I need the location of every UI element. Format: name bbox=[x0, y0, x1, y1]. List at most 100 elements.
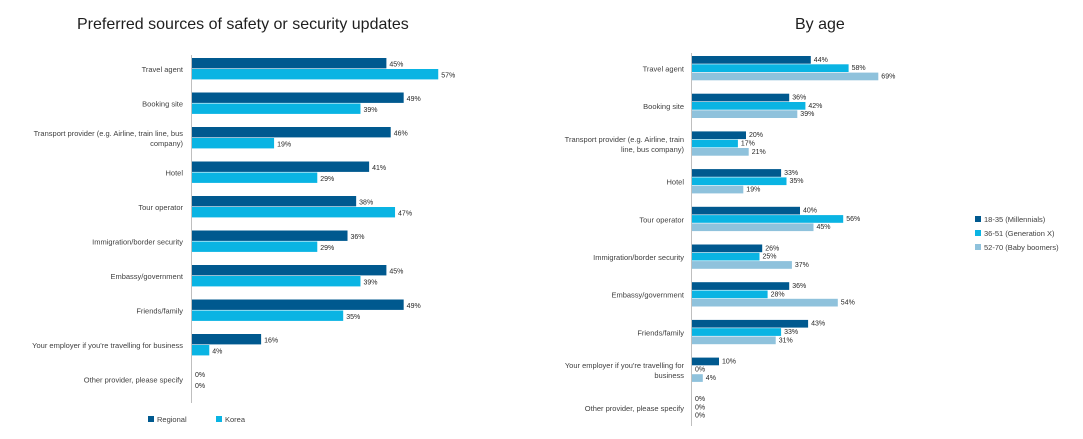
chart2-bar-transport-provider-e-g-airline-train-line-bus-company-52-70-baby-boomers bbox=[692, 148, 749, 156]
chart1-category-label-transport-provider-e-g-airline-train-line-bus-company: Transport provider (e.g. Airline, train … bbox=[34, 129, 184, 148]
chart1-data-label-tour-operator-korea: 47% bbox=[398, 211, 412, 218]
chart2-category-label-booking-site: Booking site bbox=[643, 102, 684, 111]
chart1-category-label-friends-family: Friends/family bbox=[136, 307, 183, 316]
chart1-legend-label-regional: Regional bbox=[157, 415, 187, 424]
chart1-data-label-travel-agent-regional: 45% bbox=[389, 62, 403, 69]
chart2-data-label-transport-provider-e-g-airline-train-line-bus-company-18-35-millennials: 20% bbox=[749, 132, 763, 139]
chart2-data-label-travel-agent-36-51-generation-x: 58% bbox=[852, 65, 866, 72]
chart2-data-label-hotel-36-51-generation-x: 35% bbox=[790, 178, 804, 185]
chart2-data-label-embassy-government-18-35-millennials: 36% bbox=[792, 283, 806, 290]
chart2-legend-label-36-51-generation-x: 36-51 (Generation X) bbox=[984, 229, 1055, 238]
chart2-bar-tour-operator-18-35-millennials bbox=[692, 206, 800, 215]
chart1-bar-transport-provider-e-g-airline-train-line-bus-company-regional bbox=[192, 127, 391, 138]
chart2-bar-transport-provider-e-g-airline-train-line-bus-company-36-51-generation-x bbox=[692, 139, 738, 148]
chart2-data-label-tour-operator-18-35-millennials: 40% bbox=[803, 208, 817, 215]
chart1-bar-travel-agent-korea bbox=[192, 69, 439, 80]
chart1-data-label-your-employer-if-you-re-travelling-for-business-korea: 4% bbox=[212, 349, 222, 356]
chart2-category-label-travel-agent: Travel agent bbox=[643, 64, 685, 73]
chart1-legend-swatch-regional bbox=[148, 416, 154, 422]
chart2-category-label-embassy-government: Embassy/government bbox=[611, 291, 684, 300]
chart-title-preferred-sources: Preferred sources of safety or security … bbox=[77, 16, 409, 33]
chart2-bar-travel-agent-52-70-baby-boomers bbox=[692, 72, 879, 81]
chart2-data-label-embassy-government-52-70-baby-boomers: 54% bbox=[841, 300, 855, 307]
chart2-category-label-hotel: Hotel bbox=[666, 178, 684, 187]
chart1-category-label-your-employer-if-you-re-travelling-for-business: Your employer if you're travelling for b… bbox=[32, 341, 183, 350]
chart1-category-label-hotel: Hotel bbox=[165, 169, 183, 178]
chart2-data-label-hotel-52-70-baby-boomers: 19% bbox=[746, 187, 760, 194]
chart2-bar-friends-family-52-70-baby-boomers bbox=[692, 336, 776, 345]
chart2-bar-embassy-government-18-35-millennials bbox=[692, 282, 790, 290]
chart1-bar-immigration-border-security-korea bbox=[192, 241, 318, 252]
chart2-bar-embassy-government-36-51-generation-x bbox=[692, 290, 768, 299]
chart2-data-label-friends-family-36-51-generation-x: 33% bbox=[784, 329, 798, 336]
chart1-bar-embassy-government-regional bbox=[192, 265, 387, 276]
chart1-bar-embassy-government-korea bbox=[192, 276, 361, 287]
chart2-data-label-transport-provider-e-g-airline-train-line-bus-company-52-70-baby-boomers: 21% bbox=[752, 149, 766, 156]
chart2-legend-label-52-70-baby-boomers: 52-70 (Baby boomers) bbox=[984, 243, 1059, 252]
chart1-bar-hotel-korea bbox=[192, 172, 318, 183]
chart1-bar-your-employer-if-you-re-travelling-for-business-korea bbox=[192, 345, 210, 356]
chart2-data-label-booking-site-18-35-millennials: 36% bbox=[792, 95, 806, 102]
chart2-legend-swatch-18-35-millennials bbox=[975, 216, 981, 222]
chart2-data-label-friends-family-52-70-baby-boomers: 31% bbox=[779, 337, 793, 344]
chart2-category-label-other-provider-please-specify: Other provider, please specify bbox=[585, 404, 684, 413]
chart1-data-label-friends-family-regional: 49% bbox=[407, 303, 421, 310]
chart2-category-label-tour-operator: Tour operator bbox=[639, 215, 684, 224]
chart2-data-label-transport-provider-e-g-airline-train-line-bus-company-36-51-generation-x: 17% bbox=[741, 141, 755, 148]
chart2-data-label-tour-operator-52-70-baby-boomers: 45% bbox=[817, 224, 831, 231]
chart1-legend-label-korea: Korea bbox=[225, 415, 246, 424]
chart1-data-label-embassy-government-korea: 39% bbox=[363, 280, 377, 287]
chart1-data-label-hotel-regional: 41% bbox=[372, 165, 386, 172]
chart2-data-label-travel-agent-18-35-millennials: 44% bbox=[814, 57, 828, 64]
chart2-bar-hotel-52-70-baby-boomers bbox=[692, 185, 744, 194]
chart1-data-label-other-provider-please-specify-korea: 0% bbox=[195, 383, 205, 390]
chart2-data-label-embassy-government-36-51-generation-x: 28% bbox=[771, 291, 785, 298]
chart2-data-label-friends-family-18-35-millennials: 43% bbox=[811, 321, 825, 328]
chart1-data-label-friends-family-korea: 35% bbox=[346, 314, 360, 321]
chart2-data-label-tour-operator-36-51-generation-x: 56% bbox=[846, 216, 860, 223]
chart1-bar-your-employer-if-you-re-travelling-for-business-regional bbox=[192, 334, 262, 345]
chart1-category-label-tour-operator: Tour operator bbox=[138, 203, 183, 212]
chart1-data-label-immigration-border-security-regional: 36% bbox=[351, 234, 365, 241]
chart1-data-label-immigration-border-security-korea: 29% bbox=[320, 245, 334, 252]
chart2-bar-immigration-border-security-18-35-millennials bbox=[692, 244, 763, 253]
chart2-bar-booking-site-18-35-millennials bbox=[692, 93, 790, 102]
chart2-bar-immigration-border-security-52-70-baby-boomers bbox=[692, 261, 792, 269]
chart2-data-label-booking-site-52-70-baby-boomers: 39% bbox=[800, 111, 814, 118]
chart1-category-label-embassy-government: Embassy/government bbox=[110, 272, 183, 281]
chart2-data-label-immigration-border-security-36-51-generation-x: 25% bbox=[763, 254, 777, 261]
chart1-data-label-embassy-government-regional: 45% bbox=[389, 269, 403, 276]
chart2-data-label-other-provider-please-specify-36-51-generation-x: 0% bbox=[695, 404, 705, 411]
chart2-data-label-immigration-border-security-18-35-millennials: 26% bbox=[765, 245, 779, 252]
chart1-legend-swatch-korea bbox=[216, 416, 222, 422]
chart2-bar-friends-family-18-35-millennials bbox=[692, 319, 809, 328]
chart1-category-label-travel-agent: Travel agent bbox=[142, 65, 184, 74]
chart1-bar-transport-provider-e-g-airline-train-line-bus-company-korea bbox=[192, 138, 275, 149]
chart1-data-label-travel-agent-korea: 57% bbox=[441, 73, 455, 80]
chart1-bar-tour-operator-korea bbox=[192, 207, 396, 218]
chart1-data-label-hotel-korea: 29% bbox=[320, 176, 334, 183]
chart2-data-label-booking-site-36-51-generation-x: 42% bbox=[808, 103, 822, 110]
chart2-bar-your-employer-if-you-re-travelling-for-business-18-35-millennials bbox=[692, 357, 719, 366]
chart2-category-label-immigration-border-security: Immigration/border security bbox=[593, 253, 684, 262]
chart1-bar-travel-agent-regional bbox=[192, 58, 387, 69]
chart1-data-label-transport-provider-e-g-airline-train-line-bus-company-regional: 46% bbox=[394, 131, 408, 138]
chart-title-by-age: By age bbox=[795, 16, 845, 33]
chart2-category-label-your-employer-if-you-re-travelling-for-business: Your employer if you're travelling for bu… bbox=[565, 361, 685, 380]
chart2-bar-your-employer-if-you-re-travelling-for-business-52-70-baby-boomers bbox=[692, 374, 703, 382]
chart2-bar-booking-site-52-70-baby-boomers bbox=[692, 110, 798, 118]
chart2-data-label-your-employer-if-you-re-travelling-for-business-36-51-generation-x: 0% bbox=[695, 367, 705, 374]
chart2-bar-travel-agent-36-51-generation-x bbox=[692, 64, 849, 72]
chart1-data-label-transport-provider-e-g-airline-train-line-bus-company-korea: 19% bbox=[277, 142, 291, 149]
chart2-bar-hotel-36-51-generation-x bbox=[692, 177, 787, 186]
chart1-bar-tour-operator-regional bbox=[192, 196, 357, 207]
chart2-bar-tour-operator-36-51-generation-x bbox=[692, 215, 844, 223]
chart2-data-label-other-provider-please-specify-52-70-baby-boomers: 0% bbox=[695, 413, 705, 420]
chart2-category-label-transport-provider-e-g-airline-train-line-bus-company: Transport provider (e.g. Airline, train l… bbox=[565, 135, 685, 154]
chart1-bar-booking-site-regional bbox=[192, 92, 404, 103]
chart1-category-label-immigration-border-security: Immigration/border security bbox=[92, 238, 183, 247]
chart1-data-label-other-provider-please-specify-regional: 0% bbox=[195, 372, 205, 379]
chart2-bar-travel-agent-18-35-millennials bbox=[692, 56, 811, 64]
chart2-data-label-hotel-18-35-millennials: 33% bbox=[784, 170, 798, 177]
chart2-category-label-friends-family: Friends/family bbox=[637, 328, 684, 337]
